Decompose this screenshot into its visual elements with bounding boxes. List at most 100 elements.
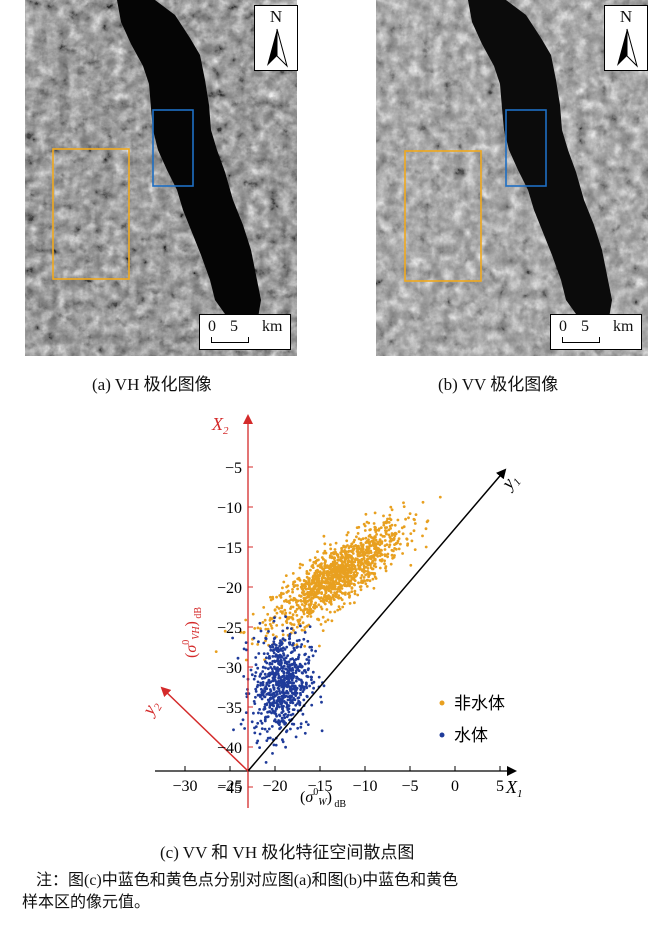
- y-tick-label: −15: [217, 540, 242, 557]
- point-non-water: [305, 572, 309, 575]
- point-water: [282, 713, 286, 717]
- point-non-water: [269, 616, 272, 620]
- north-label: N: [269, 7, 283, 26]
- point-water: [300, 671, 304, 675]
- point-water: [268, 706, 272, 709]
- point-non-water: [306, 582, 310, 586]
- point-water: [280, 690, 284, 694]
- point-water: [274, 743, 278, 747]
- point-water: [288, 636, 291, 640]
- point-non-water: [350, 542, 354, 546]
- point-non-water: [335, 575, 338, 578]
- point-non-water: [330, 619, 334, 623]
- point-water: [265, 730, 269, 733]
- point-non-water: [308, 558, 312, 562]
- point-non-water: [374, 544, 378, 547]
- point-non-water: [284, 620, 288, 623]
- point-water: [281, 706, 284, 710]
- point-non-water: [352, 582, 356, 586]
- point-water: [292, 708, 296, 711]
- point-non-water: [320, 562, 323, 566]
- point-non-water: [295, 614, 299, 617]
- point-non-water: [356, 563, 360, 567]
- point-non-water: [275, 605, 279, 609]
- point-non-water: [309, 615, 313, 618]
- point-non-water: [264, 627, 268, 631]
- point-non-water: [311, 566, 315, 569]
- point-non-water: [320, 566, 324, 569]
- point-water: [281, 740, 285, 744]
- point-non-water: [291, 613, 295, 617]
- point-non-water: [313, 573, 317, 576]
- point-water: [306, 639, 310, 643]
- point-non-water: [342, 575, 346, 579]
- point-non-water: [366, 554, 369, 558]
- point-water: [303, 653, 307, 657]
- point-water: [302, 688, 306, 691]
- point-non-water: [387, 521, 391, 524]
- point-water: [274, 644, 278, 647]
- point-water: [257, 711, 260, 715]
- point-water: [267, 674, 270, 678]
- point-non-water: [334, 541, 338, 545]
- point-non-water: [357, 581, 360, 585]
- point-water: [308, 625, 312, 628]
- point-non-water: [397, 537, 401, 541]
- point-non-water: [346, 567, 350, 571]
- point-water: [286, 669, 290, 673]
- point-water: [263, 727, 267, 731]
- point-non-water: [303, 601, 307, 604]
- point-water: [299, 688, 302, 691]
- point-water: [277, 676, 280, 680]
- point-water: [259, 629, 263, 633]
- point-non-water: [291, 590, 294, 594]
- point-water: [269, 693, 273, 697]
- point-water: [270, 725, 274, 728]
- point-water: [244, 711, 248, 714]
- point-water: [286, 691, 290, 695]
- point-water: [304, 681, 308, 685]
- point-non-water: [305, 607, 309, 611]
- point-water: [277, 684, 281, 688]
- point-non-water: [369, 544, 373, 548]
- point-water: [305, 694, 309, 698]
- point-water: [256, 721, 260, 725]
- point-non-water: [331, 595, 335, 599]
- point-non-water: [315, 589, 319, 593]
- point-water: [292, 659, 296, 662]
- point-non-water: [253, 627, 257, 630]
- point-water: [291, 671, 295, 675]
- point-water: [271, 667, 274, 671]
- point-water: [296, 677, 300, 680]
- sar-image-vh: [25, 0, 297, 356]
- point-non-water: [362, 562, 365, 566]
- legend-marker-water: [439, 732, 445, 738]
- point-non-water: [338, 579, 341, 583]
- point-water: [310, 678, 313, 682]
- point-non-water: [320, 607, 324, 611]
- point-water: [297, 696, 301, 699]
- point-non-water: [345, 554, 349, 558]
- point-water: [289, 713, 293, 717]
- point-water: [264, 685, 268, 688]
- point-non-water: [351, 556, 354, 560]
- point-water: [250, 673, 254, 677]
- point-non-water: [352, 578, 356, 581]
- point-water: [299, 722, 303, 726]
- point-water: [256, 739, 260, 743]
- point-non-water: [301, 563, 304, 567]
- point-non-water: [385, 543, 389, 546]
- point-non-water: [421, 500, 425, 504]
- point-water: [296, 702, 299, 705]
- point-water: [279, 726, 283, 729]
- point-non-water: [300, 628, 304, 632]
- point-non-water: [337, 594, 341, 598]
- point-water: [277, 695, 281, 699]
- point-water: [319, 695, 323, 699]
- point-non-water: [413, 548, 417, 551]
- point-water: [271, 643, 274, 647]
- point-water: [252, 700, 256, 703]
- point-non-water: [303, 598, 306, 602]
- point-water: [299, 624, 302, 628]
- point-non-water: [306, 595, 309, 599]
